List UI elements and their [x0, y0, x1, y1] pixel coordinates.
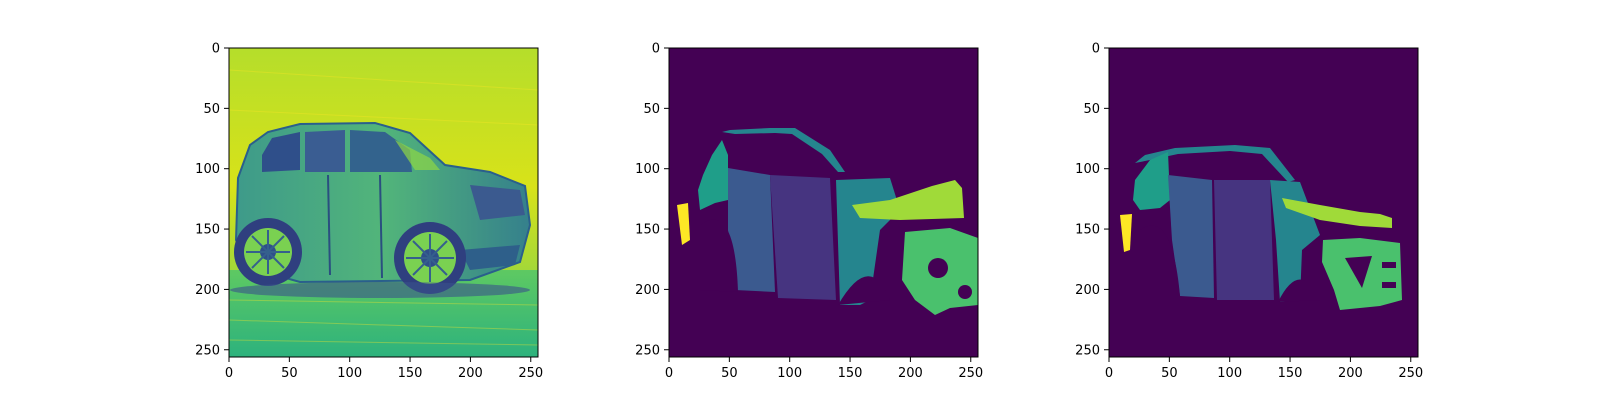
mask-panel-1 — [668, 47, 979, 358]
y-tick-label: 100 — [195, 162, 220, 177]
y-tick-label: 50 — [203, 102, 220, 117]
x-tick-label: 100 — [337, 366, 362, 381]
photo-image — [229, 48, 538, 357]
x-tick-label: 200 — [1338, 366, 1363, 381]
y-tick-label: 250 — [635, 343, 660, 358]
x-tick-label: 150 — [398, 366, 423, 381]
x-tick-label: 250 — [518, 366, 543, 381]
y-tick-label: 0 — [652, 42, 660, 57]
mask-frame-2 — [1108, 47, 1419, 358]
photo-frame — [228, 47, 539, 358]
x-tick-label: 50 — [281, 366, 298, 381]
mask-image-1 — [669, 48, 978, 357]
x-tick-label: 200 — [458, 366, 483, 381]
y-tick-label: 50 — [1083, 102, 1100, 117]
x-tick-label: 50 — [721, 366, 738, 381]
x-tick-label: 0 — [225, 366, 233, 381]
x-tick-label: 150 — [1278, 366, 1303, 381]
y-tick-label: 50 — [643, 102, 660, 117]
y-tick-label: 250 — [1075, 343, 1100, 358]
photo-panel — [228, 47, 539, 358]
y-tick-label: 200 — [635, 283, 660, 298]
y-tick-label: 200 — [1075, 283, 1100, 298]
y-tick-label: 250 — [195, 343, 220, 358]
x-tick-label: 100 — [1217, 366, 1242, 381]
mask-panel-2 — [1108, 47, 1419, 358]
y-tick-label: 150 — [195, 223, 220, 238]
y-tick-label: 150 — [635, 223, 660, 238]
x-tick-label: 100 — [777, 366, 802, 381]
x-tick-label: 250 — [958, 366, 983, 381]
y-tick-label: 200 — [195, 283, 220, 298]
x-tick-label: 0 — [1105, 366, 1113, 381]
x-tick-label: 200 — [898, 366, 923, 381]
y-tick-label: 0 — [212, 42, 220, 57]
y-tick-label: 100 — [1075, 162, 1100, 177]
x-tick-label: 0 — [665, 366, 673, 381]
y-tick-label: 150 — [1075, 223, 1100, 238]
mask-image-2 — [1109, 48, 1418, 357]
mask-frame-1 — [668, 47, 979, 358]
x-tick-label: 150 — [838, 366, 863, 381]
x-tick-label: 50 — [1161, 366, 1178, 381]
x-tick-label: 250 — [1398, 366, 1423, 381]
y-tick-label: 100 — [635, 162, 660, 177]
y-tick-label: 0 — [1092, 42, 1100, 57]
